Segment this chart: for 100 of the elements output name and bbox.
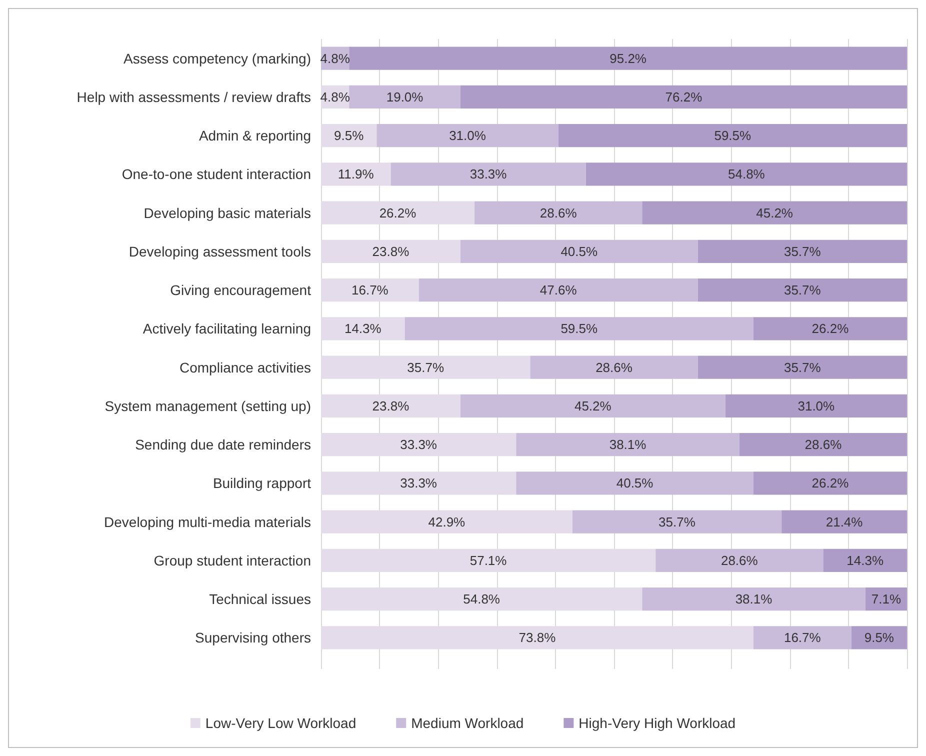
bar <box>321 432 516 456</box>
y-tick-label: Giving encouragement <box>170 282 312 298</box>
data-label: 59.5% <box>714 128 752 144</box>
data-label: 59.5% <box>560 321 598 336</box>
y-tick-label: One-to-one student interaction <box>122 166 311 182</box>
bar <box>474 201 642 224</box>
bar <box>321 240 460 264</box>
data-label: 35.7% <box>784 282 822 298</box>
data-label: 45.2% <box>574 398 612 414</box>
bar <box>321 278 419 302</box>
y-tick-label: Actively facilitating learning <box>142 320 311 337</box>
bar <box>753 472 907 495</box>
y-tick-label: Developing basic materials <box>144 204 311 221</box>
data-label: 33.3% <box>470 166 508 182</box>
bar <box>823 548 907 572</box>
y-tick-label: Compliance activities <box>180 359 311 376</box>
data-label: 26.2% <box>812 321 850 336</box>
bar <box>321 472 516 495</box>
data-label: 73.8% <box>518 630 556 646</box>
bar <box>753 317 907 340</box>
data-label: 42.9% <box>428 514 466 530</box>
bar <box>698 356 907 379</box>
data-label: 31.0% <box>798 398 836 414</box>
bar <box>516 472 754 495</box>
data-label: 28.6% <box>596 360 633 375</box>
data-label: 35.7% <box>784 360 822 375</box>
bar <box>404 317 754 340</box>
data-label: 54.8% <box>728 166 766 182</box>
data-label: 28.6% <box>720 552 758 568</box>
bar <box>642 587 866 611</box>
bar <box>656 548 824 572</box>
data-label: 26.2% <box>812 476 850 491</box>
data-label: 35.7% <box>784 244 822 259</box>
bar <box>739 432 907 456</box>
legend-label: High-Very High Workload <box>578 715 736 731</box>
bar <box>349 85 460 109</box>
bar <box>376 124 558 148</box>
bar <box>698 278 907 302</box>
data-label: 38.1% <box>609 437 647 452</box>
data-label: 95.2% <box>610 50 647 66</box>
data-label: 11.9% <box>338 166 374 182</box>
data-label: 38.1% <box>735 592 773 607</box>
y-tick-label: Developing assessment tools <box>128 243 311 260</box>
y-tick-label: Technical issues <box>209 591 311 608</box>
data-label: 28.6% <box>804 437 842 452</box>
bar <box>572 510 782 534</box>
y-tick-label: Admin & reporting <box>198 128 311 144</box>
bar <box>321 162 391 186</box>
y-tick-label: Developing multi-media materials <box>104 514 311 530</box>
bar <box>321 548 656 572</box>
data-label: 14.3% <box>344 321 382 336</box>
data-label: 57.1% <box>470 552 508 568</box>
data-label: 40.5% <box>560 244 598 259</box>
data-label: 9.5% <box>334 128 364 144</box>
data-label: 76.2% <box>665 89 703 104</box>
bar <box>321 394 460 418</box>
bar <box>516 432 740 456</box>
bar <box>851 626 907 650</box>
bar <box>460 240 698 264</box>
data-label: 31.0% <box>449 128 486 144</box>
bar <box>698 240 907 264</box>
bar <box>725 394 907 418</box>
data-label: 35.7% <box>407 360 444 375</box>
bar <box>390 162 586 186</box>
data-label: 19.0% <box>386 89 424 104</box>
legend-label: Low-Very Low Workload <box>205 715 356 731</box>
y-tick-label: Help with assessments / review drafts <box>76 88 311 105</box>
data-label: 33.3% <box>400 437 438 452</box>
bar <box>586 162 907 186</box>
y-tick-label: System management (setting up) <box>104 398 311 414</box>
bar <box>321 626 754 650</box>
y-tick-label: Building rapport <box>212 475 312 492</box>
bar <box>321 587 642 611</box>
bar <box>753 626 852 650</box>
bar <box>642 201 907 224</box>
data-label: 35.7% <box>658 514 696 530</box>
data-label: 45.2% <box>756 205 794 220</box>
bar <box>321 356 530 379</box>
data-label: 4.8% <box>320 50 350 66</box>
bar <box>321 201 475 224</box>
data-label: 23.8% <box>372 398 410 414</box>
bar <box>321 510 572 534</box>
bar <box>349 46 907 70</box>
bar <box>418 278 698 302</box>
bar <box>460 85 907 109</box>
data-label: 23.8% <box>372 244 410 259</box>
data-label: 21.4% <box>826 514 864 530</box>
y-tick-label: Assess competency (marking) <box>123 50 311 66</box>
data-label: 7.1% <box>871 592 902 607</box>
data-label: 26.2% <box>379 205 417 220</box>
data-label: 33.3% <box>400 476 438 491</box>
bar <box>558 124 907 148</box>
legend-label: Medium Workload <box>411 715 524 731</box>
data-label: 28.6% <box>540 205 578 220</box>
data-label: 40.5% <box>616 476 654 491</box>
data-label: 16.7% <box>351 282 389 298</box>
data-label: 16.7% <box>784 630 822 646</box>
y-tick-label: Supervising others <box>195 630 311 646</box>
data-label: 4.8% <box>320 89 350 104</box>
data-label: 9.5% <box>864 630 894 646</box>
